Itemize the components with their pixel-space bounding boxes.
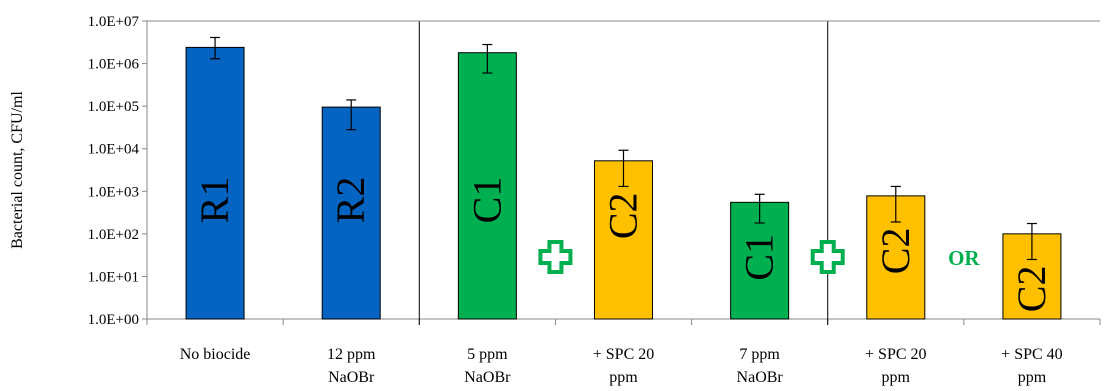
group-dividers xyxy=(147,20,1100,325)
bar xyxy=(321,106,381,320)
bar-label: C1 xyxy=(737,234,782,281)
bars: R1 R2 C1 C2 C1 C2 C2 xyxy=(185,46,1062,320)
error-bar xyxy=(210,36,221,60)
error-bar xyxy=(618,149,629,188)
y-tick-label: 1.0E+02 xyxy=(88,227,139,243)
x-tick-label: + SPC 20 ppm xyxy=(593,346,655,386)
bar-label: C2 xyxy=(601,192,646,239)
y-tick-label: 1.0E+05 xyxy=(88,99,139,115)
bar xyxy=(594,160,653,320)
error-bar xyxy=(482,43,493,74)
bar-label: C2 xyxy=(1009,266,1054,313)
error-bars xyxy=(210,36,1037,261)
or-annotation: OR xyxy=(948,246,980,270)
annotations: OR xyxy=(538,240,980,274)
x-tick-label: 7 ppm NaOBr xyxy=(737,346,784,386)
bar-label: C2 xyxy=(873,228,918,275)
plus-icon xyxy=(810,240,845,274)
bar xyxy=(185,46,245,320)
bar-label: C1 xyxy=(464,177,509,224)
plus-icon xyxy=(538,240,573,274)
x-tick-label: No biocide xyxy=(180,346,251,363)
x-tick-label: 5 ppm NaOBr xyxy=(464,346,511,386)
error-bar xyxy=(1026,222,1037,261)
y-tick-label: 1.0E+06 xyxy=(88,57,140,73)
error-bar xyxy=(754,193,765,224)
y-tick-label: 1.0E+00 xyxy=(88,312,139,328)
bar xyxy=(457,52,517,320)
y-tick-label: 1.0E+04 xyxy=(88,142,140,158)
x-axis-labels: No biocide 12 ppm NaOBr 5 ppm NaOBr + SPC 20 p… xyxy=(180,346,1063,386)
x-tick-label: + SPC 40 ppm xyxy=(1001,346,1063,386)
error-bar xyxy=(346,99,357,131)
y-axis-label: Bacterial count, CFU/ml xyxy=(9,91,26,249)
y-tick-label: 1.0E+03 xyxy=(88,184,139,200)
x-tick-label: + SPC 20 ppm xyxy=(865,346,927,386)
y-tick-label: 1.0E+01 xyxy=(88,269,139,285)
error-bar xyxy=(890,185,901,223)
x-tick-label: 12 ppm NaOBr xyxy=(327,346,376,386)
y-tick-label: 1.0E+07 xyxy=(88,14,140,30)
bar-label: R1 xyxy=(192,177,237,224)
bar-label: R2 xyxy=(328,177,373,224)
